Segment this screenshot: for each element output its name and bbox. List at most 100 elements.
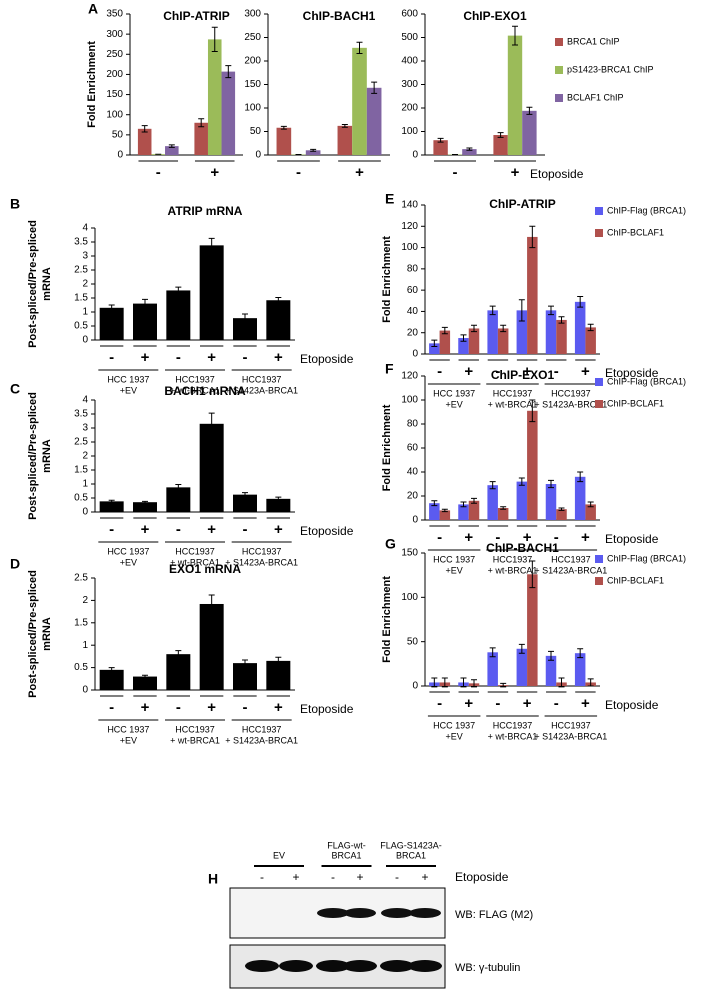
y-tick-label: 600 (401, 9, 418, 20)
y-axis-label: mRNA (41, 617, 53, 651)
legend-swatch (595, 378, 603, 386)
bar (574, 301, 586, 354)
error-bar (211, 26, 218, 52)
x-tick-label: - (453, 164, 458, 181)
bar (574, 653, 586, 686)
group-label: + S1423A-BRCA1 (534, 731, 607, 741)
error-bar (431, 339, 438, 348)
x-tick-label: - (437, 363, 442, 380)
x-tick-label: - (495, 529, 500, 546)
x-axis-label: Etoposide (300, 352, 354, 366)
error-bar (198, 118, 205, 128)
x-tick-label: + (523, 363, 532, 380)
error-bar (356, 41, 363, 54)
bar (545, 310, 557, 354)
bar (493, 135, 508, 155)
y-tick-label: 300 (106, 29, 123, 40)
y-tick-label: 0.5 (74, 662, 88, 673)
bar (99, 669, 124, 690)
chart-title: ChIP-ATRIP (163, 9, 229, 23)
y-tick-label: 0 (412, 681, 418, 692)
group-label: HCC 1937 (433, 554, 475, 564)
x-tick-label: + (464, 363, 473, 380)
x-tick-label: - (243, 699, 248, 716)
y-tick-label: 150 (244, 79, 261, 90)
error-bar (577, 296, 584, 308)
group-label: + S1423A-BRCA1 (534, 565, 607, 575)
y-tick-label: 200 (106, 69, 123, 80)
group-label: HCC1937 (493, 720, 533, 730)
legend-swatch (595, 400, 603, 408)
x-tick-label: + (207, 349, 216, 366)
y-axis-label: mRNA (41, 267, 53, 301)
bar (166, 654, 191, 690)
bar (352, 47, 367, 156)
blot-band (316, 960, 350, 972)
y-tick-label: 300 (401, 79, 418, 90)
x-tick-label: + (464, 529, 473, 546)
bar (522, 110, 537, 155)
blot-band (408, 960, 442, 972)
error-bar (441, 326, 448, 335)
y-axis-label: Post-spliced/Pre-spliced (27, 570, 39, 698)
lane-label: + (356, 870, 363, 884)
group-label: HCC1937 (175, 724, 215, 734)
x-tick-label: + (274, 349, 283, 366)
group-label: HCC 1937 (107, 546, 149, 556)
error-bar (275, 656, 282, 665)
y-tick-label: 20 (407, 327, 419, 338)
bar (585, 327, 596, 354)
legend-label: pS1423-BRCA1 ChIP (567, 64, 654, 74)
x-tick-label: - (176, 349, 181, 366)
x-axis-label: Etoposide (300, 702, 354, 716)
error-bar (142, 674, 148, 679)
bar (266, 660, 291, 690)
blot-header: FLAG-wt- (327, 840, 366, 850)
group-label: +EV (446, 731, 463, 741)
group-label: + S1423A-BRCA1 (225, 385, 298, 395)
y-tick-label: 80 (407, 419, 419, 430)
bar (545, 484, 557, 520)
bar (429, 503, 440, 520)
x-tick-label: + (207, 521, 216, 538)
error-bar (471, 497, 477, 504)
y-tick-label: 200 (244, 56, 261, 67)
x-tick-label: - (554, 363, 559, 380)
group-label: HCC 1937 (107, 374, 149, 384)
y-tick-label: 250 (244, 32, 261, 43)
error-bar (548, 305, 554, 316)
error-bar (208, 412, 215, 435)
group-label: HCC1937 (242, 546, 282, 556)
y-tick-label: 350 (106, 9, 123, 20)
y-tick-label: 2.5 (74, 265, 88, 276)
bar (137, 128, 152, 155)
x-tick-label: - (176, 521, 181, 538)
y-tick-label: 120 (401, 221, 418, 232)
x-tick-label: - (437, 529, 442, 546)
bar (468, 328, 480, 354)
error-bar (175, 484, 182, 491)
error-bar (489, 481, 496, 490)
group-label: HCC1937 (551, 720, 591, 730)
bar (458, 504, 469, 520)
bar (233, 663, 257, 690)
error-bar (310, 148, 317, 152)
bar (545, 655, 557, 686)
y-tick-label: 3.5 (74, 409, 88, 420)
y-tick-label: 60 (407, 285, 419, 296)
error-bar (142, 500, 148, 504)
chart-title: ChIP-EXO1 (463, 9, 527, 23)
y-tick-label: 1 (82, 307, 88, 318)
legend-swatch (555, 94, 563, 102)
y-tick-label: 0 (82, 507, 88, 518)
group-label: + wt-BRCA1 (488, 399, 538, 409)
y-tick-label: 0 (82, 335, 88, 346)
group-label: + wt-BRCA1 (488, 731, 538, 741)
y-tick-label: 140 (401, 200, 418, 211)
error-bar (577, 648, 584, 659)
x-tick-label: - (554, 529, 559, 546)
y-tick-label: 60 (407, 443, 419, 454)
bar (516, 481, 528, 520)
group-label: HCC 1937 (433, 720, 475, 730)
